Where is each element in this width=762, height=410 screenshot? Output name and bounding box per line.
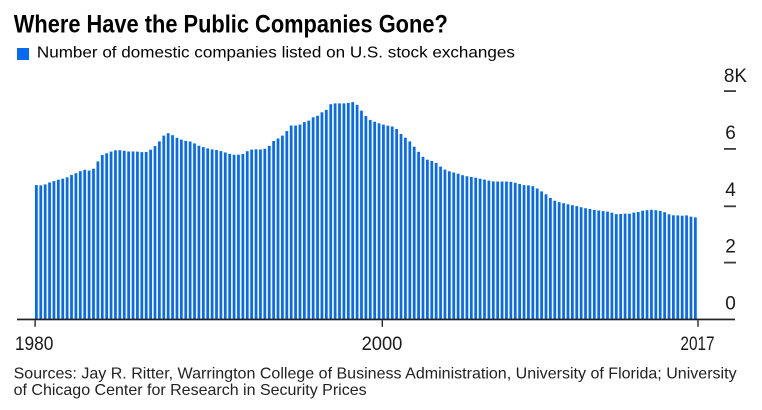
svg-text:4: 4 <box>725 180 736 201</box>
svg-text:of Chicago Center for Research: of Chicago Center for Research in Securi… <box>14 382 367 399</box>
svg-text:0: 0 <box>725 294 736 315</box>
svg-text:Where Have the Public Companie: Where Have the Public Companies Gone? <box>14 11 448 39</box>
svg-text:8K: 8K <box>724 66 747 87</box>
svg-text:Number of domestic companies l: Number of domestic companies listed on U… <box>37 45 515 62</box>
svg-text:2: 2 <box>725 237 736 258</box>
svg-text:2000: 2000 <box>362 334 403 355</box>
svg-text:2017: 2017 <box>680 334 714 355</box>
svg-text:6: 6 <box>725 123 736 144</box>
svg-text:1980: 1980 <box>15 334 54 355</box>
svg-text:Sources: Jay R. Ritter, Warrin: Sources: Jay R. Ritter, Warrington Colle… <box>14 366 737 383</box>
